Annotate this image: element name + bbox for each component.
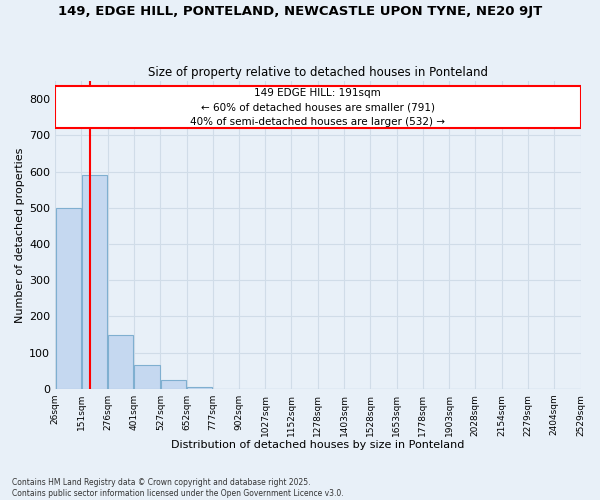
Bar <box>82 175 107 389</box>
X-axis label: Distribution of detached houses by size in Ponteland: Distribution of detached houses by size … <box>171 440 464 450</box>
Bar <box>108 334 133 389</box>
Y-axis label: Number of detached properties: Number of detached properties <box>15 148 25 322</box>
Bar <box>56 208 81 389</box>
FancyBboxPatch shape <box>55 86 581 128</box>
Title: Size of property relative to detached houses in Ponteland: Size of property relative to detached ho… <box>148 66 488 78</box>
Bar <box>187 387 212 389</box>
Bar <box>134 366 160 389</box>
Text: Contains HM Land Registry data © Crown copyright and database right 2025.
Contai: Contains HM Land Registry data © Crown c… <box>12 478 344 498</box>
Text: 149 EDGE HILL: 191sqm
← 60% of detached houses are smaller (791)
40% of semi-det: 149 EDGE HILL: 191sqm ← 60% of detached … <box>190 88 445 127</box>
Bar <box>161 380 186 389</box>
Text: 149, EDGE HILL, PONTELAND, NEWCASTLE UPON TYNE, NE20 9JT: 149, EDGE HILL, PONTELAND, NEWCASTLE UPO… <box>58 5 542 18</box>
